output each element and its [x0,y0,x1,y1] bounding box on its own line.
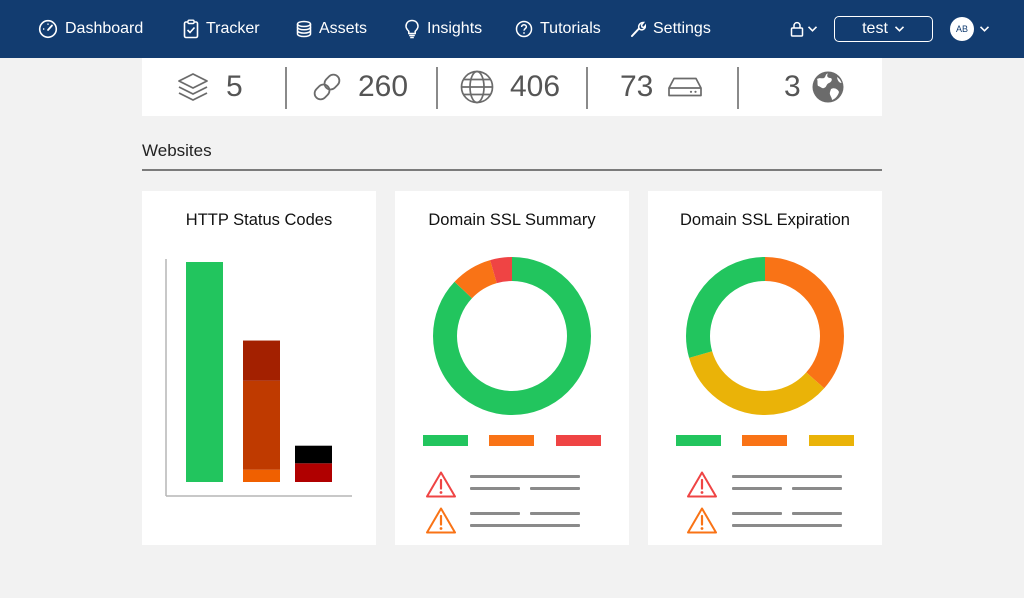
bar-segment [186,262,223,482]
lock-menu-button[interactable] [790,19,818,39]
bar-segment [295,445,332,464]
legend-swatch [423,435,468,446]
placeholder-line [732,524,842,527]
stat-divider [586,67,588,109]
nav-tutorials-label: Tutorials [540,20,601,37]
avatar-initials: AB [955,24,968,34]
stats-strip: 5 260 406 73 [142,58,882,116]
placeholder-line [792,512,842,515]
ssl-summary-donut-chart [433,257,591,415]
placeholder-line [530,512,580,515]
nav-assets[interactable]: Assets [296,0,367,58]
workspace-selector[interactable]: test [834,16,933,42]
warning-icon [687,507,717,534]
card-title: HTTP Status Codes [185,211,333,229]
donut-slice [686,257,844,415]
chevron-down-icon [894,26,904,32]
stat-links-value: 260 [358,70,409,103]
placeholder-line [470,524,580,527]
nav-assets-label: Assets [319,20,368,37]
legend-swatch [489,435,534,446]
nav-tracker-label: Tracker [206,20,260,37]
link-icon [313,73,341,101]
legend-swatch [556,435,601,446]
placeholder-line [530,487,580,490]
clipboard-check-icon [183,19,199,39]
stat-divider [436,67,438,109]
stat-regions[interactable]: 3 [784,58,845,116]
warning-icon [426,507,456,534]
bar-segment [295,463,332,482]
section-divider [142,169,882,171]
placeholder-line [470,475,580,478]
stat-domains-value: 406 [510,70,561,103]
card-domain-ssl-expiration[interactable]: Domain SSL Expiration [648,191,882,545]
stat-regions-value: 3 [784,70,801,103]
card-title: Domain SSL Summary [428,211,596,229]
chevron-down-icon [979,26,990,32]
wrench-icon [631,21,646,37]
placeholder-line [732,487,782,490]
legend-swatch [809,435,854,446]
bar-segment [243,380,280,470]
question-circle-icon [515,20,533,38]
layers-icon [178,73,208,101]
nav-insights[interactable]: Insights [404,0,482,58]
card-domain-ssl-summary[interactable]: Domain SSL Summary [395,191,629,545]
ssl-expiration-donut-chart [686,257,844,415]
bar-segment [243,469,280,482]
server-icon [668,77,703,97]
nav-dashboard[interactable]: Dashboard [38,0,143,58]
warning-icon [426,471,456,498]
avatar: AB [950,17,974,41]
nav-tracker[interactable]: Tracker [183,0,260,58]
stat-layers-value: 5 [226,70,243,103]
http-status-bar-chart [165,259,352,497]
legend-swatch [742,435,787,446]
chevron-down-icon [807,26,818,32]
donut-slice [686,257,844,415]
placeholder-line [470,512,520,515]
stat-domains[interactable]: 406 [459,58,560,116]
lightbulb-icon [405,19,419,39]
section-title: Websites [142,141,212,160]
nav-dashboard-label: Dashboard [65,20,144,37]
placeholder-line [732,475,842,478]
nav-settings-label: Settings [653,20,711,37]
card-title: Domain SSL Expiration [680,211,850,229]
nav-tutorials[interactable]: Tutorials [515,0,601,58]
lock-icon [790,21,804,37]
placeholder-line [470,487,520,490]
legend-swatch [676,435,721,446]
top-nav-bar: Dashboard Tracker Assets Insights [0,0,1024,58]
stat-links[interactable]: 260 [310,58,408,116]
warning-icon [687,471,717,498]
stat-divider [285,67,287,109]
gauge-icon [38,19,58,39]
stat-servers-value: 73 [620,70,654,103]
nav-insights-label: Insights [427,20,483,37]
stat-divider [737,67,739,109]
placeholder-line [792,487,842,490]
globe-icon [460,70,494,104]
stat-layers[interactable]: 5 [176,58,243,116]
user-menu[interactable]: AB [950,17,990,41]
placeholder-line [732,512,782,515]
card-http-status-codes[interactable]: HTTP Status Codes [142,191,376,545]
nav-settings[interactable]: Settings [630,0,711,58]
earth-icon [812,71,844,103]
stat-servers[interactable]: 73 [620,58,703,116]
workspace-label: test [862,20,888,37]
database-icon [296,20,312,38]
bar-segment [243,340,280,381]
donut-slice [433,257,591,415]
